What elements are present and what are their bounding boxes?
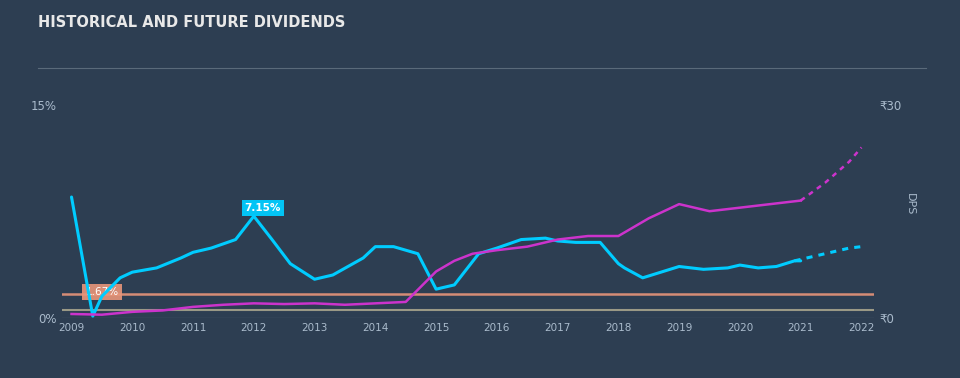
Text: 7.15%: 7.15%: [245, 203, 281, 213]
Y-axis label: DPS: DPS: [905, 193, 915, 215]
Text: HISTORICAL AND FUTURE DIVIDENDS: HISTORICAL AND FUTURE DIVIDENDS: [38, 15, 346, 30]
Text: 1.67%: 1.67%: [85, 287, 119, 297]
